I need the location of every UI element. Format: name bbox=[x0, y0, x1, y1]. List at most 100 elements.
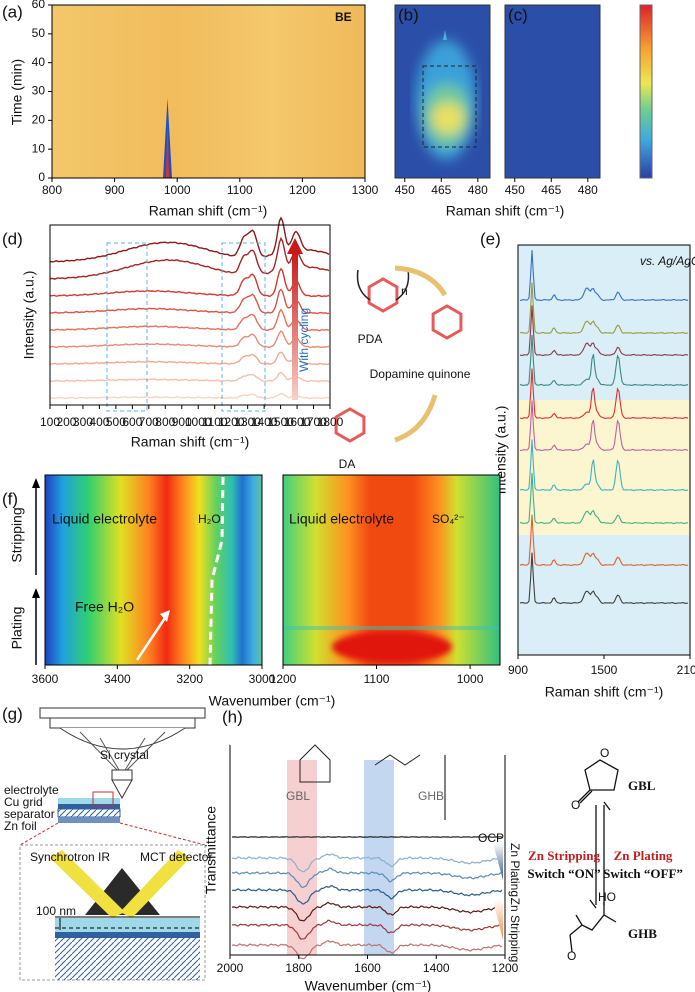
spectrum bbox=[519, 514, 689, 567]
gradient-wedge bbox=[493, 900, 503, 940]
arrow bbox=[292, 250, 298, 400]
molecule-label: DA bbox=[339, 457, 356, 471]
roi-box bbox=[422, 65, 477, 148]
spectrum bbox=[232, 836, 503, 838]
annotation: With cycling bbox=[297, 308, 311, 372]
ring bbox=[334, 407, 366, 443]
pointer bbox=[135, 617, 167, 661]
x-tick-label: 1700 bbox=[300, 415, 327, 429]
annotation: Liquid electrolyte bbox=[52, 511, 157, 527]
arrowhead bbox=[32, 588, 40, 598]
y-axis-label: Intensity (a.u.) bbox=[21, 271, 37, 360]
axes-frame bbox=[230, 744, 458, 820]
molecules bbox=[334, 277, 463, 443]
spectrum bbox=[519, 334, 688, 386]
panel-label: (f) bbox=[2, 489, 18, 508]
x-tick-label: 3600 bbox=[32, 672, 59, 686]
spectrum bbox=[519, 472, 688, 524]
x-tick-label: 1500 bbox=[267, 415, 294, 429]
x-tick-label: 800 bbox=[42, 183, 62, 197]
spectrum bbox=[231, 853, 503, 873]
reference: vs. Ag/AgCl bbox=[640, 254, 695, 268]
panel-label: (c) bbox=[508, 5, 528, 24]
atom-label: HO bbox=[598, 890, 616, 904]
spectrum bbox=[519, 250, 688, 302]
molecule-label: GBL bbox=[628, 778, 656, 793]
spectrum bbox=[49, 288, 330, 315]
band bbox=[518, 245, 690, 400]
spectrum bbox=[519, 305, 689, 357]
arrowhead bbox=[287, 238, 303, 254]
spectrum bbox=[50, 330, 330, 349]
spectrum bbox=[519, 368, 689, 420]
x-tick-label: 900 bbox=[172, 415, 192, 429]
y-tick-label: 40 bbox=[32, 55, 46, 69]
part-label: Cu grid bbox=[4, 795, 43, 809]
spectrum bbox=[231, 867, 503, 889]
x-tick-label: 1200 bbox=[289, 183, 316, 197]
mask bbox=[230, 735, 510, 755]
panel-label: (e) bbox=[480, 229, 501, 248]
panel-label: (g) bbox=[2, 704, 23, 723]
beam-label: MCT detector bbox=[140, 850, 212, 864]
spectrum bbox=[49, 236, 330, 280]
x-tick-label: 1000 bbox=[164, 183, 191, 197]
panel-tag: BE bbox=[335, 10, 352, 24]
boundary bbox=[283, 626, 500, 630]
x-tick-label: 1200 bbox=[270, 672, 297, 686]
x-tick-label: 450 bbox=[505, 183, 525, 197]
series-label: Zn Stripping bbox=[508, 898, 522, 963]
x-tick-label: 2100 bbox=[677, 663, 695, 677]
process-label: Zn Plating bbox=[614, 848, 673, 863]
ring bbox=[431, 304, 463, 340]
band bbox=[287, 760, 317, 955]
part-label: Si crystal bbox=[100, 748, 149, 762]
ghb-structure bbox=[374, 754, 421, 766]
series-label: Zn Plating bbox=[508, 843, 522, 897]
spectrum bbox=[231, 885, 503, 905]
series-label: OCP bbox=[478, 831, 504, 845]
process-label: Zn Stripping bbox=[528, 848, 600, 863]
spectrum bbox=[519, 400, 689, 451]
spectrum bbox=[519, 282, 689, 335]
band-label: GHB bbox=[418, 789, 444, 803]
atom-label: O bbox=[600, 746, 609, 760]
axes-frame bbox=[282, 474, 501, 666]
x-tick-label: 450 bbox=[395, 183, 415, 197]
process-label: Switch “ON” bbox=[527, 866, 600, 881]
x-tick-label: 2000 bbox=[217, 961, 244, 975]
x-tick-label: 1500 bbox=[591, 663, 618, 677]
x-tick-label: 700 bbox=[139, 415, 159, 429]
y-axis-label: Transmittance bbox=[203, 806, 219, 894]
x-axis-label: Raman shift (cm⁻¹) bbox=[131, 434, 250, 450]
y-axis-label: Time (min) bbox=[9, 59, 25, 125]
x-tick-label: 465 bbox=[541, 183, 561, 197]
x-tick-label: 600 bbox=[122, 415, 142, 429]
hotspot bbox=[332, 631, 452, 663]
y-tick-label: 60 bbox=[32, 0, 46, 11]
annotation: SO₄²⁻ bbox=[432, 512, 465, 526]
region-box bbox=[106, 242, 148, 412]
x-axis-label: Raman shift (cm⁻¹) bbox=[149, 203, 268, 219]
x-tick-label: 300 bbox=[73, 415, 93, 429]
x-tick-label: 900 bbox=[105, 183, 125, 197]
band-label: GBL bbox=[286, 789, 310, 803]
spectra bbox=[49, 216, 330, 400]
ring bbox=[367, 277, 399, 313]
x-tick-label: 1000 bbox=[185, 415, 212, 429]
spectrum bbox=[232, 919, 503, 940]
gbl-structure bbox=[299, 744, 331, 783]
y-axis-label: Plating bbox=[9, 607, 25, 650]
x-tick-label: 200 bbox=[56, 415, 76, 429]
hotspot bbox=[416, 40, 476, 160]
x-tick-label: 1300 bbox=[352, 183, 379, 197]
heatmap bbox=[52, 5, 365, 178]
annotation: H₂O bbox=[198, 512, 221, 526]
atom-label: O bbox=[571, 798, 580, 812]
x-tick-label: 400 bbox=[89, 415, 109, 429]
gradient-wedge bbox=[493, 843, 503, 880]
spike-core bbox=[166, 120, 169, 178]
axes-frame bbox=[394, 4, 491, 179]
spectrum bbox=[49, 371, 330, 383]
